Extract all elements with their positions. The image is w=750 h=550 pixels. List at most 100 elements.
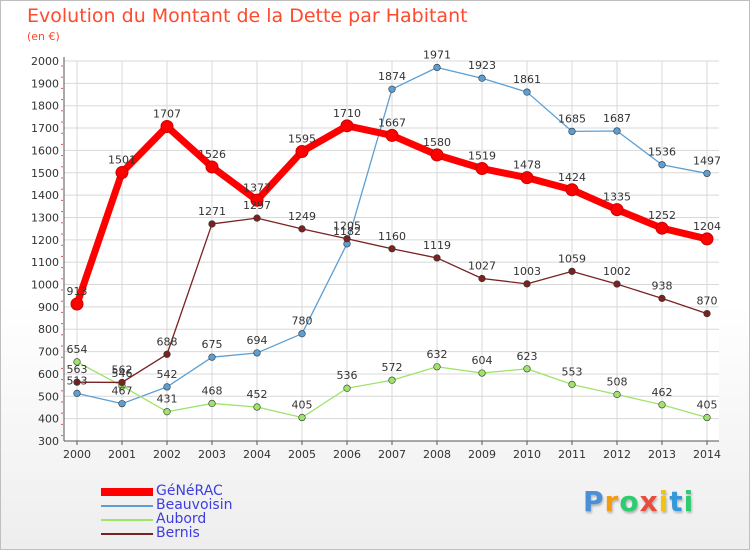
data-point xyxy=(298,413,306,422)
data-label: 1526 xyxy=(198,148,226,161)
data-point xyxy=(613,280,621,288)
data-point xyxy=(385,128,399,142)
logo-letter: r xyxy=(604,485,620,518)
x-tick-label: 2006 xyxy=(333,448,361,461)
data-point xyxy=(208,220,216,228)
data-label: 542 xyxy=(157,368,178,381)
data-point xyxy=(523,88,531,96)
chart-unit: (en €) xyxy=(27,30,60,43)
data-label: 938 xyxy=(652,279,673,292)
data-label: 1687 xyxy=(603,112,631,125)
logo-letter: t xyxy=(669,485,684,518)
data-point xyxy=(613,127,621,135)
data-label: 1667 xyxy=(378,116,406,129)
x-tick-label: 2002 xyxy=(153,448,181,461)
data-point xyxy=(160,119,174,133)
data-label: 1249 xyxy=(288,210,316,223)
data-label: 623 xyxy=(517,350,538,363)
data-point xyxy=(658,161,666,169)
y-tick-label: 900 xyxy=(38,301,59,314)
legend-swatch xyxy=(101,488,153,496)
data-label: 405 xyxy=(697,399,718,412)
data-point xyxy=(655,221,669,235)
y-tick-label: 1100 xyxy=(31,256,59,269)
y-tick-label: 1700 xyxy=(31,122,59,135)
data-point xyxy=(298,330,306,338)
data-point xyxy=(430,148,444,162)
data-point xyxy=(568,267,576,275)
legend-label: Aubord xyxy=(156,511,207,527)
data-label: 431 xyxy=(157,393,178,406)
data-label: 572 xyxy=(382,361,403,374)
chart-title: Evolution du Montant de la Dette par Hab… xyxy=(27,5,468,27)
data-label: 1003 xyxy=(513,265,541,278)
data-point xyxy=(475,162,489,176)
x-tick-label: 2011 xyxy=(558,448,586,461)
data-point xyxy=(298,225,306,233)
data-point xyxy=(163,350,171,358)
y-tick-label: 1200 xyxy=(31,234,59,247)
data-label: 1595 xyxy=(288,133,316,146)
y-tick-label: 1400 xyxy=(31,189,59,202)
data-label: 1861 xyxy=(513,73,541,86)
data-point xyxy=(703,309,711,318)
data-label: 1685 xyxy=(558,112,586,125)
data-label: 654 xyxy=(67,343,88,356)
y-tick-label: 1600 xyxy=(31,144,59,157)
legend-label: Beauvoisin xyxy=(156,497,233,513)
data-label: 1204 xyxy=(693,220,721,233)
data-point xyxy=(340,119,354,133)
data-point xyxy=(703,413,711,422)
data-label: 452 xyxy=(247,388,268,401)
y-tick-label: 1800 xyxy=(31,100,59,113)
data-label: 1182 xyxy=(333,225,361,238)
proxiti-logo: Proxiti xyxy=(583,485,694,518)
logo-letter: P xyxy=(583,485,605,518)
x-tick-label: 2010 xyxy=(513,448,541,461)
data-point xyxy=(163,383,171,391)
data-label: 468 xyxy=(202,384,223,397)
x-tick-label: 2003 xyxy=(198,448,226,461)
data-point xyxy=(253,349,261,357)
data-point xyxy=(478,74,486,82)
data-point xyxy=(523,280,531,288)
data-point xyxy=(565,183,579,197)
data-label: 1874 xyxy=(378,70,406,83)
data-point xyxy=(388,376,396,384)
logo-letter: i xyxy=(658,485,670,518)
y-tick-label: 1000 xyxy=(31,279,59,292)
y-tick-label: 500 xyxy=(38,390,59,403)
legend-item: Beauvoisin xyxy=(101,497,301,513)
legend-swatch xyxy=(101,533,153,535)
data-point xyxy=(433,63,441,72)
data-point xyxy=(205,160,219,174)
data-point xyxy=(433,363,441,371)
logo-letter: o xyxy=(619,485,640,518)
data-label: 1335 xyxy=(603,191,631,204)
data-point xyxy=(208,353,216,361)
data-point xyxy=(253,214,261,222)
logo-letter: i xyxy=(683,485,695,518)
y-tick-label: 2000 xyxy=(31,55,59,68)
data-point xyxy=(73,389,81,397)
data-label: 462 xyxy=(652,386,673,399)
data-point xyxy=(73,378,81,386)
data-label: 513 xyxy=(67,374,88,387)
data-point xyxy=(343,384,351,392)
data-point xyxy=(343,235,351,243)
data-point xyxy=(520,171,534,185)
data-point xyxy=(478,369,486,377)
data-label: 1424 xyxy=(558,171,586,184)
data-label: 675 xyxy=(202,338,223,351)
data-label: 1478 xyxy=(513,159,541,172)
x-tick-label: 2007 xyxy=(378,448,406,461)
data-point xyxy=(115,166,129,180)
data-point xyxy=(433,254,441,262)
data-label: 467 xyxy=(112,385,133,398)
legend-item: Bernis xyxy=(101,525,301,541)
data-point xyxy=(208,399,216,408)
data-label: 694 xyxy=(247,334,268,347)
data-point xyxy=(703,169,711,178)
data-label: 1501 xyxy=(108,154,136,167)
data-point xyxy=(163,408,171,416)
